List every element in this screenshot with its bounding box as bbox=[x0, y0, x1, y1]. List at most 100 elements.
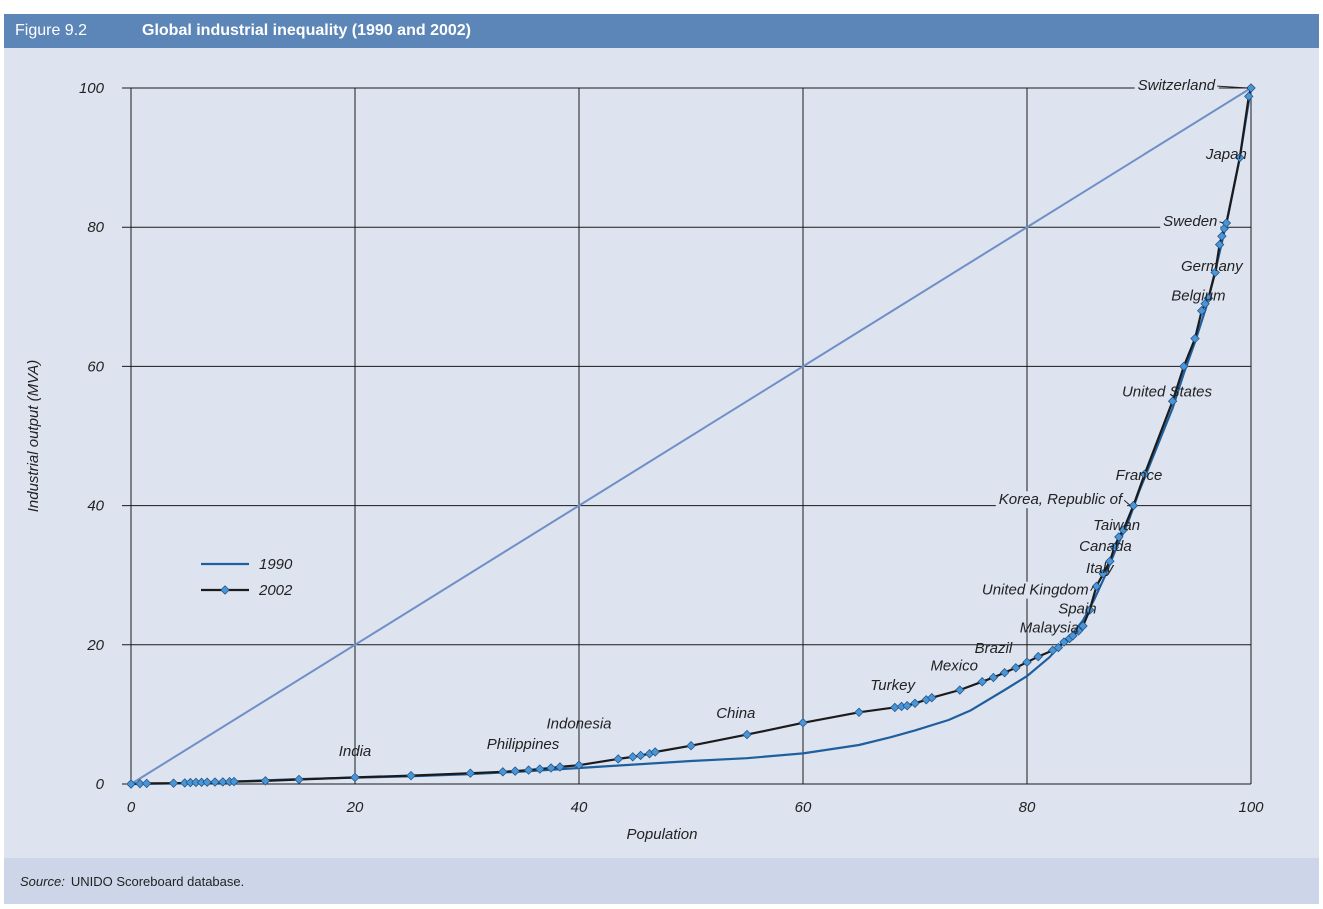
data-point-2002 bbox=[1114, 532, 1124, 542]
data-point-2002 bbox=[535, 764, 545, 774]
data-point-2002 bbox=[510, 766, 520, 776]
data-point-2002 bbox=[1085, 605, 1095, 615]
data-point-2002 bbox=[1022, 657, 1032, 667]
data-point-2002 bbox=[910, 698, 920, 708]
annotation-label: Korea, Republic of bbox=[999, 491, 1124, 508]
data-point-2002 bbox=[1098, 569, 1108, 579]
figure-title: Global industrial inequality (1990 and 2… bbox=[142, 22, 471, 39]
annotation-leader bbox=[1217, 85, 1249, 89]
data-point-2002 bbox=[498, 767, 508, 777]
annotation-leader bbox=[1219, 221, 1224, 224]
data-point-2002 bbox=[1197, 306, 1207, 316]
data-point-2002 bbox=[135, 778, 145, 789]
x-tick-label: 40 bbox=[571, 799, 588, 816]
source-label: Source: bbox=[20, 873, 65, 889]
data-point-2002 bbox=[1011, 663, 1021, 673]
annotation-label: Philippines bbox=[487, 736, 560, 753]
data-point-2002 bbox=[1078, 621, 1088, 631]
data-point-2002 bbox=[1109, 542, 1120, 553]
legend-marker bbox=[220, 585, 230, 595]
data-point-2002 bbox=[1221, 218, 1232, 228]
data-point-2002 bbox=[955, 685, 965, 695]
data-point-2002 bbox=[1179, 361, 1189, 372]
annotation-label: China bbox=[716, 705, 755, 722]
x-tick-label: 80 bbox=[1019, 799, 1036, 816]
x-tick-label: 0 bbox=[127, 799, 136, 816]
data-point-2002 bbox=[927, 693, 937, 703]
data-point-2002 bbox=[406, 770, 416, 781]
y-tick-label: 100 bbox=[79, 80, 105, 97]
figure-footer: Source: UNIDO Scoreboard database. bbox=[4, 858, 1319, 904]
data-point-2002 bbox=[1235, 152, 1245, 163]
data-point-2002 bbox=[350, 772, 360, 783]
data-point-2002 bbox=[902, 701, 912, 711]
annotation-label: Taiwan bbox=[1093, 517, 1140, 534]
data-point-2002 bbox=[1210, 267, 1220, 278]
data-point-2002 bbox=[742, 729, 752, 740]
data-point-2002 bbox=[1118, 525, 1129, 535]
annotation-label: Malaysia bbox=[1020, 619, 1079, 636]
annotation-label: Italy bbox=[1086, 560, 1115, 577]
annotation-label: Japan bbox=[1205, 146, 1247, 163]
annotation-label: Switzerland bbox=[1138, 77, 1216, 94]
data-point-2002 bbox=[1128, 500, 1139, 511]
source-text: UNIDO Scoreboard database. bbox=[70, 873, 245, 889]
annotation-label: United States bbox=[1122, 383, 1213, 400]
data-point-2002 bbox=[210, 777, 220, 787]
data-point-2002 bbox=[613, 754, 623, 764]
data-point-2002 bbox=[202, 777, 212, 787]
annotation-label: Turkey bbox=[870, 677, 916, 694]
annotation-bg bbox=[978, 581, 1092, 599]
legend-label-2002: 2002 bbox=[258, 582, 293, 599]
data-point-2002 bbox=[574, 760, 584, 770]
data-point-2002 bbox=[1105, 556, 1115, 566]
data-point-2002 bbox=[1139, 469, 1150, 479]
data-point-2002 bbox=[1200, 299, 1210, 309]
data-point-2002 bbox=[294, 774, 304, 785]
annotation-label: Spain bbox=[1058, 600, 1096, 617]
data-point-2002 bbox=[546, 763, 556, 773]
figure-header: Figure 9.2 Global industrial inequality … bbox=[4, 14, 1319, 48]
annotation-label: Belgium bbox=[1171, 287, 1225, 304]
annotation-label: Brazil bbox=[975, 640, 1013, 657]
marker-layer bbox=[126, 83, 1256, 789]
data-point-2002 bbox=[988, 672, 999, 683]
series-layer bbox=[130, 87, 1253, 786]
data-point-2002 bbox=[1190, 333, 1200, 344]
equality-line bbox=[130, 87, 1252, 785]
data-point-2002 bbox=[1068, 631, 1078, 641]
data-point-2002 bbox=[999, 667, 1010, 678]
y-tick-label: 20 bbox=[86, 637, 104, 654]
figure: Figure 9.2 Global industrial inequality … bbox=[4, 14, 1319, 904]
annotation-leader bbox=[1123, 499, 1131, 506]
figure-number: Figure 9.2 bbox=[15, 22, 88, 39]
annotation-bg bbox=[1160, 212, 1221, 230]
data-point-2002 bbox=[1059, 637, 1069, 647]
data-point-2002 bbox=[168, 778, 179, 788]
annotation-label: United Kingdom bbox=[982, 582, 1089, 599]
annotation-bg bbox=[1134, 77, 1219, 95]
annotation-label: Sweden bbox=[1163, 213, 1217, 230]
x-tick-label: 100 bbox=[1238, 799, 1264, 816]
data-point-2002 bbox=[1033, 651, 1043, 662]
annotation-label: India bbox=[339, 743, 372, 760]
legend-label-1990: 1990 bbox=[259, 556, 293, 573]
annotation-label: Germany bbox=[1181, 258, 1244, 275]
data-point-2002 bbox=[1053, 642, 1064, 653]
data-point-2002 bbox=[229, 776, 239, 787]
y-tick-label: 40 bbox=[87, 498, 104, 515]
annotation-label: Canada bbox=[1079, 538, 1132, 555]
legend: 1990 2002 bbox=[201, 556, 293, 599]
data-point-2002 bbox=[1214, 239, 1225, 250]
y-tick-label: 60 bbox=[87, 358, 104, 375]
data-point-2002 bbox=[977, 676, 987, 687]
annotation-bg bbox=[995, 491, 1128, 509]
data-point-2002 bbox=[890, 702, 900, 713]
data-point-2002 bbox=[523, 765, 534, 775]
chart: India Philippines Indonesia China Turkey Mexi… bbox=[25, 77, 1264, 843]
grid bbox=[122, 87, 1252, 785]
data-point-2002 bbox=[260, 776, 271, 786]
data-point-2002 bbox=[1244, 91, 1254, 102]
x-tick-label: 60 bbox=[795, 799, 812, 816]
annotation-leader bbox=[1090, 586, 1094, 591]
